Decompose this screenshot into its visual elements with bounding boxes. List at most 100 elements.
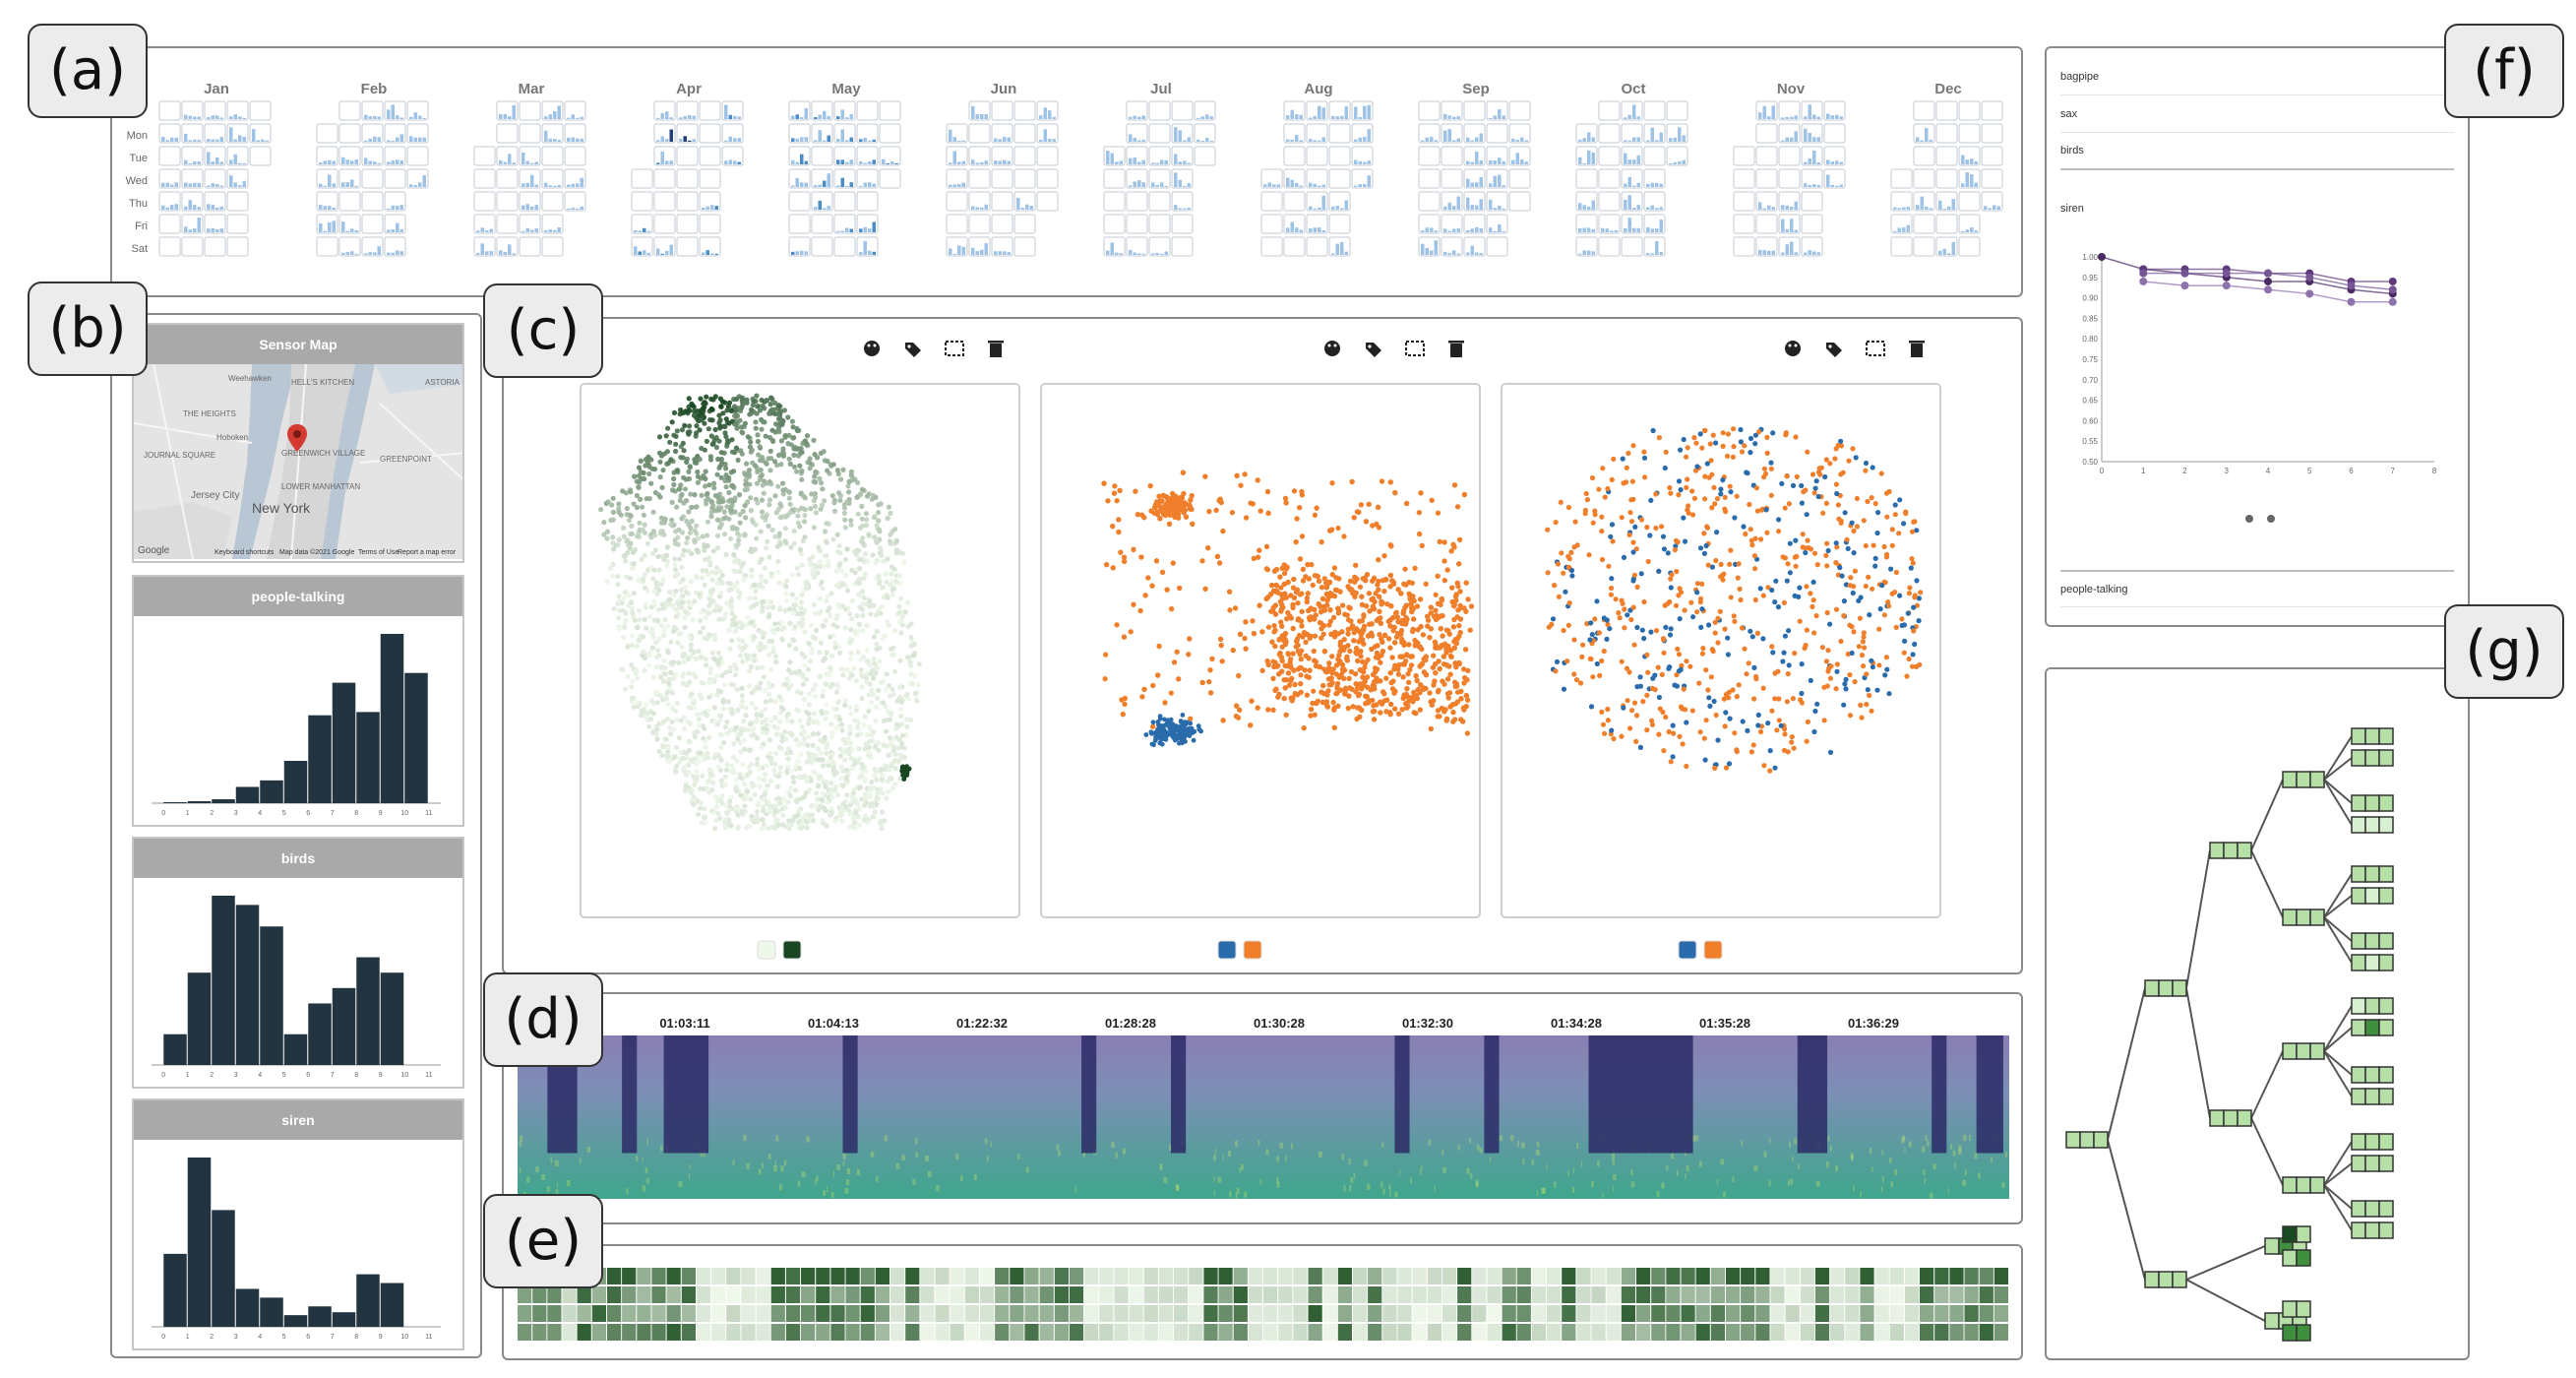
calendar-day-cell[interactable] [226,191,249,212]
calendar-day-cell[interactable] [1126,214,1148,234]
calendar-day-cell[interactable] [1621,191,1643,212]
palette-icon[interactable] [1324,341,1340,356]
calendar-day-cell[interactable] [1755,123,1778,144]
calendar-day-cell[interactable] [406,168,429,189]
calendar-day-cell[interactable] [1913,123,1935,144]
calendar-day-cell[interactable] [1575,123,1598,144]
calendar-day-cell[interactable] [496,168,519,189]
calendar-day-cell[interactable] [676,236,699,257]
calendar-day-cell[interactable] [1126,123,1148,144]
calendar-day-cell[interactable] [1036,123,1059,144]
calendar-day-cell[interactable] [1171,123,1194,144]
selection-icon[interactable] [945,341,964,356]
calendar-day-cell[interactable] [1621,214,1643,234]
calendar-day-cell[interactable] [946,146,968,166]
calendar-day-cell[interactable] [1801,191,1823,212]
calendar-day-cell[interactable] [1148,214,1171,234]
calendar-day-cell[interactable] [1418,146,1441,166]
calendar-day-cell[interactable] [1418,191,1441,212]
calendar-day-cell[interactable] [1486,236,1508,257]
calendar-day-cell[interactable] [1418,214,1441,234]
calendar-day-cell[interactable] [1328,214,1351,234]
calendar-day-cell[interactable] [541,123,564,144]
calendar-day-cell[interactable] [1621,146,1643,166]
calendar-day-cell[interactable] [879,100,901,121]
calendar-day-cell[interactable] [1486,123,1508,144]
calendar-day-cell[interactable] [1575,168,1598,189]
calendar-day-cell[interactable] [1260,214,1283,234]
calendar-day-cell[interactable] [181,191,204,212]
calendar-day-cell[interactable] [1441,191,1463,212]
calendar-day-cell[interactable] [361,214,384,234]
calendar-day-cell[interactable] [1171,100,1194,121]
calendar-day-cell[interactable] [1328,123,1351,144]
calendar-day-cell[interactable] [699,146,721,166]
calendar-day-cell[interactable] [788,146,811,166]
calendar-day-cell[interactable] [361,123,384,144]
calendar-day-cell[interactable] [1013,214,1036,234]
calendar-day-cell[interactable] [1643,146,1666,166]
calendar-day-cell[interactable] [811,168,833,189]
calendar-day-cell[interactable] [1801,236,1823,257]
calendar-day-cell[interactable] [1913,168,1935,189]
calendar-day-cell[interactable] [1328,146,1351,166]
calendar-day-cell[interactable] [631,191,653,212]
calendar-day-cell[interactable] [316,146,338,166]
calendar-day-cell[interactable] [1283,146,1306,166]
calendar-day-cell[interactable] [1306,214,1328,234]
calendar-day-cell[interactable] [361,191,384,212]
calendar-day-cell[interactable] [946,191,968,212]
calendar-day-cell[interactable] [1103,168,1126,189]
calendar-day-cell[interactable] [1306,146,1328,166]
calendar-day-cell[interactable] [1575,214,1598,234]
calendar-day-cell[interactable] [249,123,272,144]
calendar-day-cell[interactable] [1441,123,1463,144]
calendar-day-cell[interactable] [1418,100,1441,121]
calendar-day-cell[interactable] [541,191,564,212]
calendar-day-cell[interactable] [833,214,856,234]
calendar-day-cell[interactable] [1351,100,1374,121]
calendar-day-cell[interactable] [676,191,699,212]
embedding-plots[interactable] [504,319,2025,976]
calendar-day-cell[interactable] [1486,191,1508,212]
calendar-day-cell[interactable] [788,214,811,234]
calendar-day-cell[interactable] [1935,236,1958,257]
calendar-day-cell[interactable] [1418,123,1441,144]
calendar-day-cell[interactable] [879,146,901,166]
calendar-day-cell[interactable] [1913,236,1935,257]
calendar-day-cell[interactable] [1958,123,1981,144]
calendar-day-cell[interactable] [1958,168,1981,189]
calendar-day-cell[interactable] [1643,191,1666,212]
calendar-day-cell[interactable] [1890,214,1913,234]
map-report-error-link[interactable]: Report a map error [398,549,457,556]
calendar-day-cell[interactable] [496,236,519,257]
calendar-day-cell[interactable] [1283,100,1306,121]
calendar-day-cell[interactable] [496,191,519,212]
calendar-day-cell[interactable] [1194,100,1216,121]
calendar-day-cell[interactable] [226,146,249,166]
calendar-day-cell[interactable] [1778,123,1801,144]
calendar-day-cell[interactable] [384,236,406,257]
calendar-day-cell[interactable] [1935,191,1958,212]
calendar-day-cell[interactable] [384,146,406,166]
calendar-day-cell[interactable] [1823,123,1846,144]
calendar-day-cell[interactable] [204,146,226,166]
calendar-day-cell[interactable] [1508,168,1531,189]
calendar-day-cell[interactable] [158,236,181,257]
calendar-day-cell[interactable] [519,100,541,121]
calendar-day-cell[interactable] [1958,100,1981,121]
calendar-day-cell[interactable] [158,123,181,144]
calendar-day-cell[interactable] [699,236,721,257]
calendar-day-cell[interactable] [564,191,586,212]
calendar-day-cell[interactable] [968,146,991,166]
calendar-day-cell[interactable] [788,123,811,144]
calendar-day-cell[interactable] [1621,236,1643,257]
calendar-day-cell[interactable] [1755,214,1778,234]
calendar-day-cell[interactable] [1778,100,1801,121]
calendar-day-cell[interactable] [519,191,541,212]
calendar-day-cell[interactable] [1801,146,1823,166]
calendar-day-cell[interactable] [519,146,541,166]
calendar-day-cell[interactable] [1823,100,1846,121]
calendar-day-cell[interactable] [361,168,384,189]
calendar-day-cell[interactable] [721,123,744,144]
